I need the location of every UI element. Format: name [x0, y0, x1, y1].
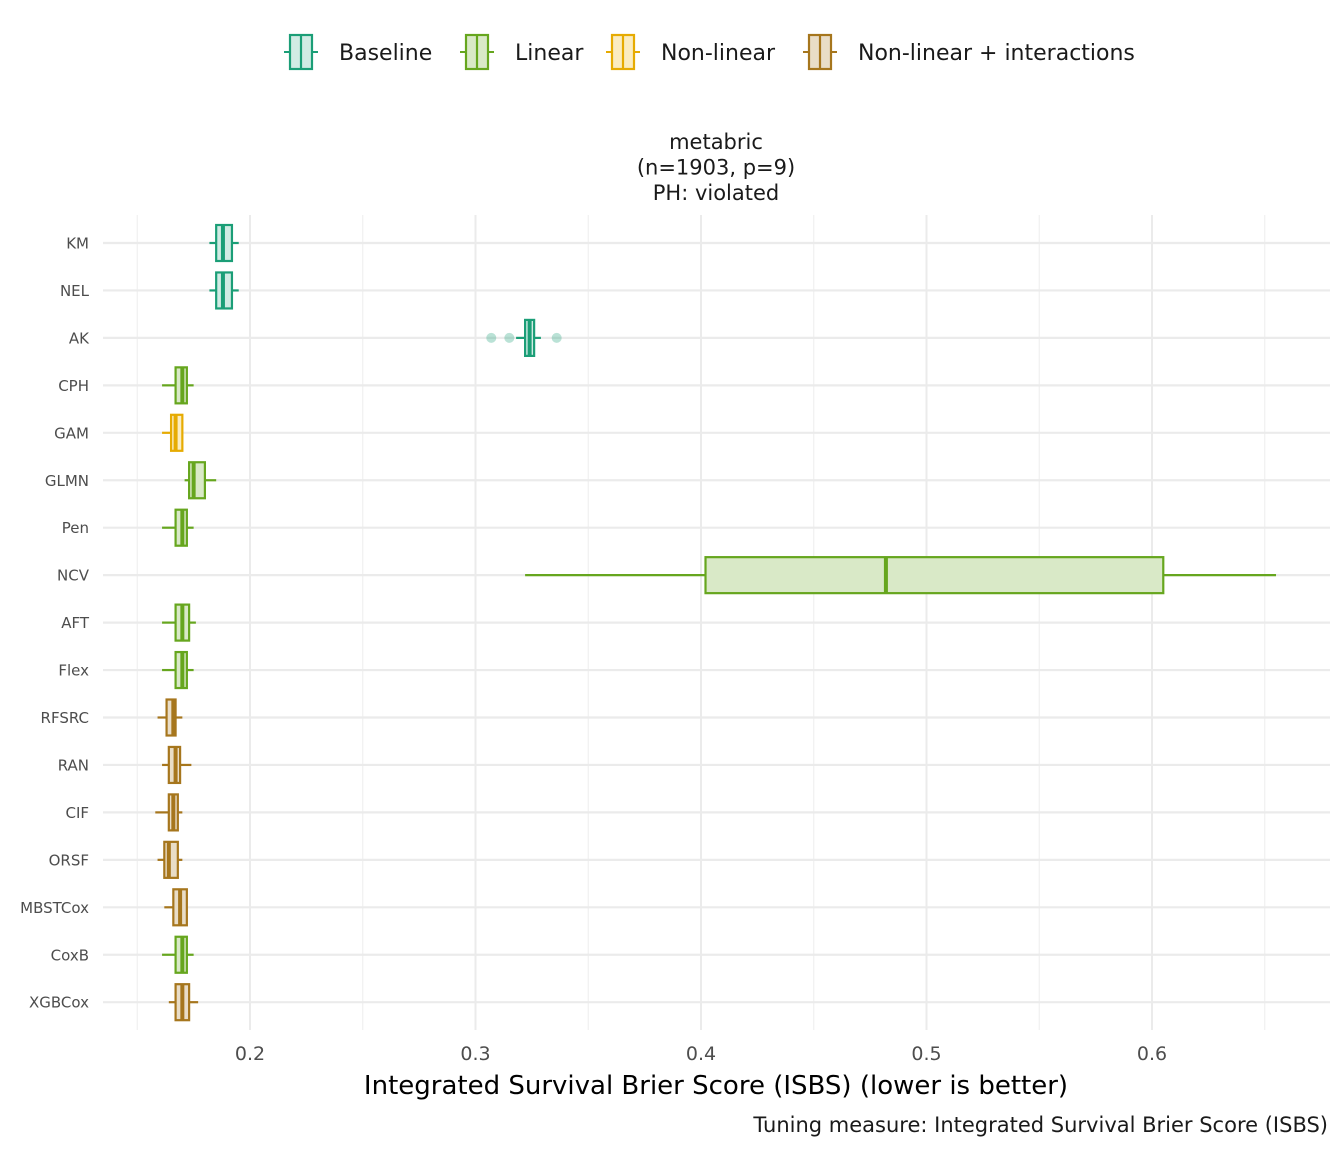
legend-item-baseline: Baseline	[284, 33, 432, 71]
box-mbstcox	[164, 888, 188, 927]
y-axis: KM NEL AK CPH GAM GLMN Pen NCV AFT Flex RFSRC RAN CI…	[20, 235, 90, 1012]
box-cph	[162, 366, 194, 405]
y-tick-label-mbstcox: MBSTCox	[20, 899, 89, 917]
title-line-3: PH: violated	[653, 181, 780, 205]
boxes	[155, 223, 1277, 1022]
y-tick-label-pen: Pen	[62, 519, 89, 537]
box-gam	[162, 413, 184, 452]
y-tick-label-ak: AK	[69, 329, 90, 347]
iqr-box	[188, 461, 207, 500]
box-xgbcox	[168, 983, 199, 1022]
grid	[103, 215, 1330, 1030]
x-axis: 0.2 0.3 0.4 0.5 0.6	[235, 1043, 1167, 1065]
box-ak	[486, 318, 562, 357]
legend-label-baseline: Baseline	[339, 41, 432, 66]
y-tick-label-orsf: ORSF	[49, 851, 89, 869]
box-glmn	[184, 461, 217, 500]
y-tick-label-ran: RAN	[58, 756, 89, 774]
y-tick-label-rfsrc: RFSRC	[41, 709, 89, 727]
x-axis-label: Integrated Survival Brier Score (ISBS) (…	[364, 1071, 1068, 1101]
y-tick-label-ncv: NCV	[57, 567, 90, 585]
x-tick-label: 0.5	[911, 1043, 941, 1065]
y-tick-label-xgbcox: XGBCox	[29, 994, 89, 1012]
outlier-point	[486, 332, 497, 343]
iqr-box	[704, 556, 1165, 595]
box-ran	[162, 745, 192, 785]
legend-label-non-linear-interactions: Non-linear + interactions	[858, 41, 1135, 66]
x-tick-label: 0.6	[1137, 1043, 1167, 1065]
x-tick-label: 0.3	[460, 1043, 490, 1065]
y-tick-label-gam: GAM	[54, 424, 89, 442]
box-orsf	[157, 840, 183, 879]
legend-item-linear: Linear	[460, 33, 584, 71]
legend-item-non-linear-interactions: Non-linear + interactions	[803, 33, 1135, 71]
box-pen	[162, 508, 194, 547]
box-cif	[155, 793, 183, 832]
legend-label-linear: Linear	[515, 41, 584, 66]
title-line-1: metabric	[669, 130, 763, 154]
caption: Tuning measure: Integrated Survival Brie…	[752, 1113, 1328, 1137]
legend: Baseline Linear Non-linear Non-linear + int…	[284, 33, 1135, 71]
y-tick-label-flex: Flex	[58, 662, 89, 680]
box-aft	[162, 603, 196, 642]
box-nel	[209, 271, 239, 310]
box-rfsrc	[157, 698, 183, 737]
x-tick-label: 0.4	[686, 1043, 716, 1065]
legend-label-non-linear: Non-linear	[661, 41, 776, 66]
iqr-box	[165, 698, 177, 737]
y-tick-label-nel: NEL	[60, 282, 90, 300]
x-tick-label: 0.2	[235, 1043, 265, 1065]
facet-title: metabric(n=1903, p=9)PH: violated	[637, 130, 795, 205]
y-tick-label-km: KM	[66, 235, 89, 253]
box-flex	[162, 650, 194, 690]
y-tick-label-glmn: GLMN	[45, 472, 89, 490]
y-tick-label-coxb: CoxB	[51, 946, 89, 964]
box-coxb	[162, 935, 194, 974]
y-tick-label-cph: CPH	[58, 377, 89, 395]
outlier-point	[504, 332, 515, 343]
title-line-2: (n=1903, p=9)	[637, 156, 795, 180]
iqr-box	[163, 840, 179, 879]
legend-item-non-linear: Non-linear	[606, 33, 776, 71]
box-ncv	[525, 556, 1277, 595]
outlier-point	[551, 332, 562, 343]
y-tick-label-cif: CIF	[65, 804, 89, 822]
box-km	[209, 223, 239, 263]
y-tick-label-aft: AFT	[61, 614, 90, 632]
